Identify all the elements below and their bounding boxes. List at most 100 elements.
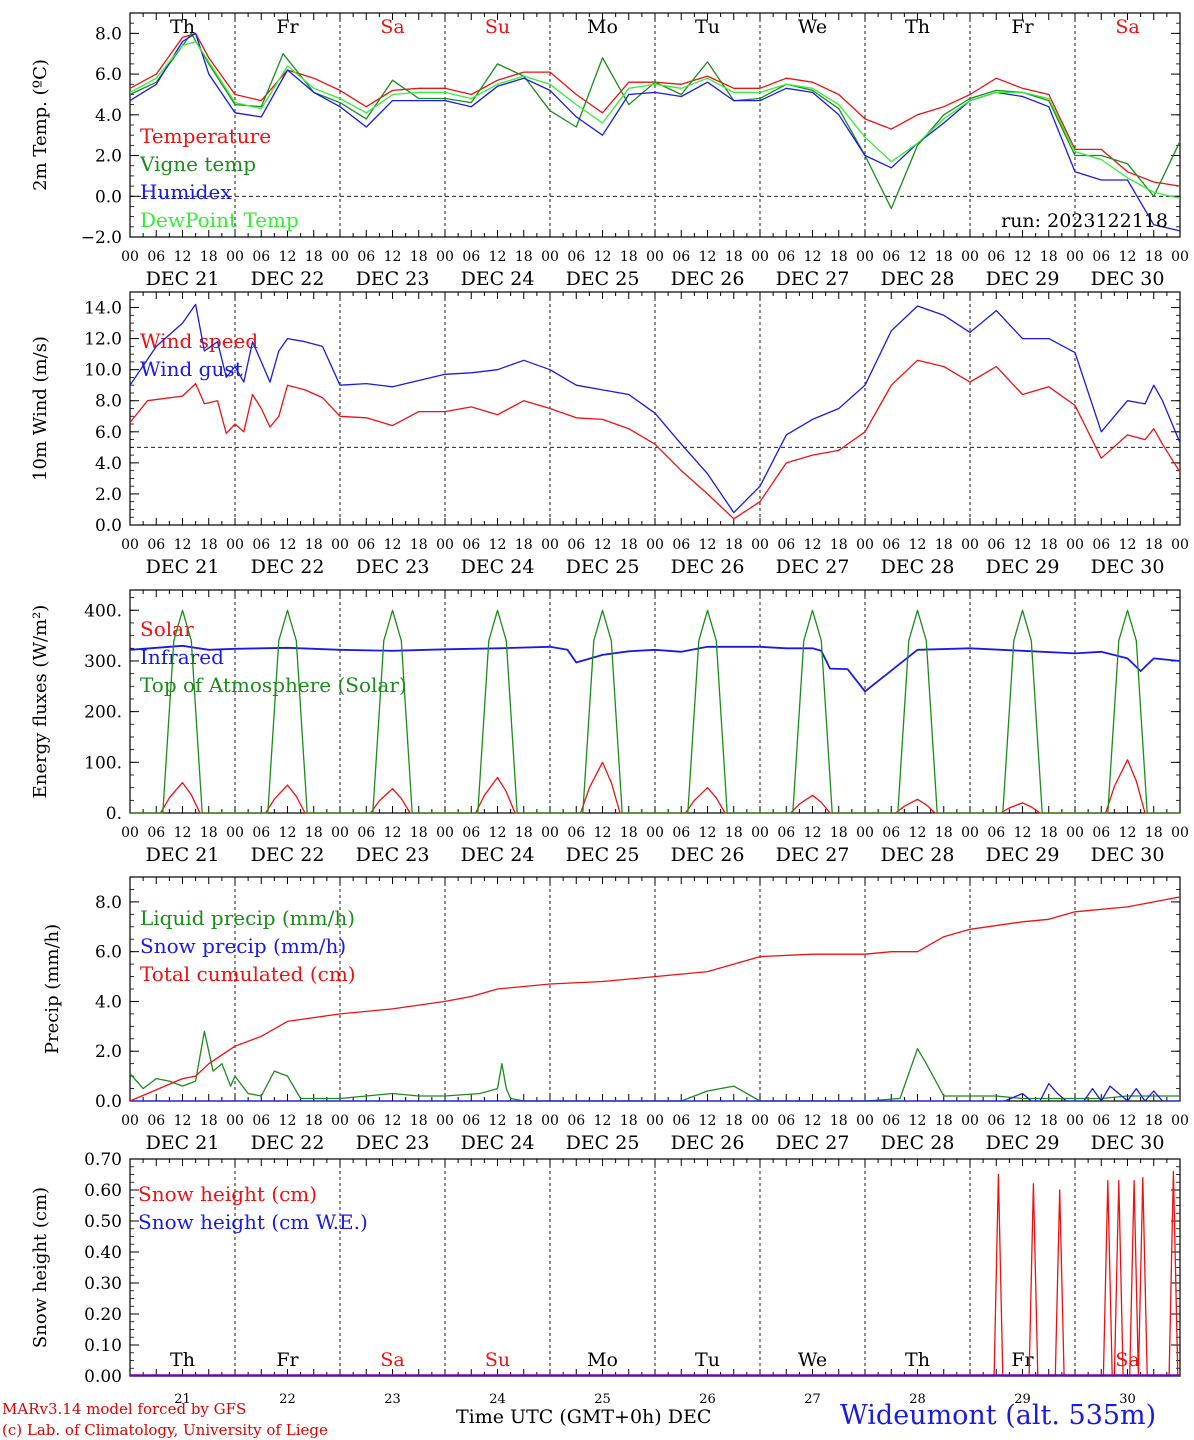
weekday-label: We xyxy=(798,1349,827,1371)
hour-tick-label: 12 xyxy=(594,1113,612,1129)
hour-tick-label: 06 xyxy=(357,249,375,265)
date-label: DEC 27 xyxy=(776,268,850,290)
date-label: DEC 21 xyxy=(146,556,220,578)
hour-tick-label: 00 xyxy=(751,537,769,553)
hour-tick-label: 12 xyxy=(1119,249,1137,265)
hour-tick-label: 12 xyxy=(1119,825,1137,841)
date-label: DEC 29 xyxy=(986,844,1060,866)
hour-tick-label: 00 xyxy=(121,249,139,265)
hour-tick-label: 18 xyxy=(1145,825,1163,841)
hour-tick-label: 12 xyxy=(279,537,297,553)
weekday-label: Th xyxy=(170,16,195,38)
hour-tick-label: 00 xyxy=(226,1113,244,1129)
hour-tick-label: 18 xyxy=(830,249,848,265)
hour-tick-label: 00 xyxy=(331,537,349,553)
hour-tick-label: 00 xyxy=(1171,825,1189,841)
hour-tick-label: 12 xyxy=(699,249,717,265)
hour-tick-label: 18 xyxy=(1145,537,1163,553)
hour-tick-label: 00 xyxy=(646,825,664,841)
y-tick-label: 2.0 xyxy=(95,485,122,505)
hour-tick-label: 06 xyxy=(462,825,480,841)
date-label: DEC 21 xyxy=(146,844,220,866)
legend-entry: Wind gust xyxy=(140,357,243,381)
date-label: DEC 28 xyxy=(881,268,955,290)
y-tick-label: 8.0 xyxy=(95,392,122,412)
hour-tick-label: 06 xyxy=(462,249,480,265)
hour-tick-label: 18 xyxy=(200,537,218,553)
hour-tick-label: 18 xyxy=(1040,1113,1058,1129)
day-number-label: 28 xyxy=(909,1392,926,1407)
hour-tick-label: 06 xyxy=(987,537,1005,553)
hour-tick-label: 00 xyxy=(856,825,874,841)
hour-tick-label: 06 xyxy=(147,537,165,553)
y-tick-label: 6.0 xyxy=(95,423,122,443)
legend-entry: Snow height (cm W.E.) xyxy=(138,1210,368,1234)
date-label: DEC 25 xyxy=(566,844,640,866)
date-label: DEC 23 xyxy=(356,844,430,866)
series-line-3 xyxy=(129,32,1181,232)
hour-tick-label: 06 xyxy=(147,249,165,265)
y-tick-label: 0.0 xyxy=(95,1092,122,1112)
hour-tick-label: 18 xyxy=(620,537,638,553)
plot-frame xyxy=(129,589,1181,814)
hour-tick-label: 00 xyxy=(541,1113,559,1129)
hour-tick-label: 18 xyxy=(515,1113,533,1129)
hour-tick-label: 00 xyxy=(856,1113,874,1129)
legend-entry: Top of Atmosphere (Solar) xyxy=(140,673,407,697)
chart-panel-4: 0.0 2.0 4.0 6.0 8.0 Precip (mm/h) 00 06 12 18 00 06… xyxy=(42,876,1189,1154)
hour-tick-label: 18 xyxy=(935,537,953,553)
legend-entry: Total cumulated (cm) xyxy=(140,962,356,986)
y-axis-label: 10m Wind (m/s) xyxy=(30,336,51,481)
hour-tick-label: 06 xyxy=(777,249,795,265)
hour-tick-label: 12 xyxy=(384,825,402,841)
hour-tick-label: 00 xyxy=(121,825,139,841)
legend-entry: Temperature xyxy=(140,124,271,148)
date-label: DEC 23 xyxy=(356,268,430,290)
series-line-3 xyxy=(130,609,1180,814)
hour-tick-label: 12 xyxy=(1014,249,1032,265)
hour-tick-label: 18 xyxy=(410,249,428,265)
y-tick-label: −2.0 xyxy=(81,228,122,248)
date-label: DEC 22 xyxy=(251,844,325,866)
hour-tick-label: 12 xyxy=(174,537,192,553)
hour-tick-label: 06 xyxy=(252,249,270,265)
y-axis-label: 2m Temp. (ºC) xyxy=(30,59,51,191)
hour-tick-label: 00 xyxy=(121,537,139,553)
hour-tick-label: 18 xyxy=(620,249,638,265)
chart-panel-2: 0.0 2.0 4.0 6.0 8.0 10.0 12.0 14.0 10m Wind (m/s… xyxy=(30,291,1189,578)
date-label: DEC 30 xyxy=(1091,556,1165,578)
y-tick-label: 0.50 xyxy=(84,1212,122,1232)
hour-tick-label: 06 xyxy=(567,537,585,553)
series-line-2 xyxy=(129,303,1181,514)
hour-tick-label: 12 xyxy=(909,1113,927,1129)
y-tick-label: 12.0 xyxy=(84,330,122,350)
legend-entry: Liquid precip (mm/h) xyxy=(140,906,355,930)
date-label: DEC 30 xyxy=(1091,844,1165,866)
date-label: DEC 21 xyxy=(146,268,220,290)
series-line-1 xyxy=(129,359,1181,520)
chart-panel-1: −2.0 0.0 2.0 4.0 6.0 8.0 2m Temp. (ºC) Th Fr Sa Su… xyxy=(30,12,1189,290)
series-line-2 xyxy=(130,1082,1180,1102)
legend-entry: DewPoint Temp xyxy=(140,208,299,232)
hour-tick-label: 06 xyxy=(1092,1113,1110,1129)
hour-tick-label: 06 xyxy=(882,537,900,553)
hour-tick-label: 06 xyxy=(672,249,690,265)
hour-tick-label: 06 xyxy=(147,1113,165,1129)
date-label: DEC 29 xyxy=(986,556,1060,578)
hour-tick-label: 18 xyxy=(725,249,743,265)
legend-entry: Vigne temp xyxy=(139,152,256,176)
hour-tick-label: 18 xyxy=(200,825,218,841)
series-line-2 xyxy=(129,644,1181,693)
hour-tick-label: 00 xyxy=(856,537,874,553)
hour-tick-label: 06 xyxy=(777,1113,795,1129)
hour-tick-label: 00 xyxy=(961,249,979,265)
hour-tick-label: 12 xyxy=(804,1113,822,1129)
hour-tick-label: 06 xyxy=(1092,249,1110,265)
y-tick-label: 0.20 xyxy=(84,1305,122,1325)
hour-tick-label: 12 xyxy=(384,537,402,553)
date-label: DEC 27 xyxy=(776,556,850,578)
hour-tick-label: 12 xyxy=(174,249,192,265)
station-title: Wideumont (alt. 535m) xyxy=(840,1400,1157,1431)
date-label: DEC 25 xyxy=(566,268,640,290)
weekday-label: Mo xyxy=(587,16,618,38)
